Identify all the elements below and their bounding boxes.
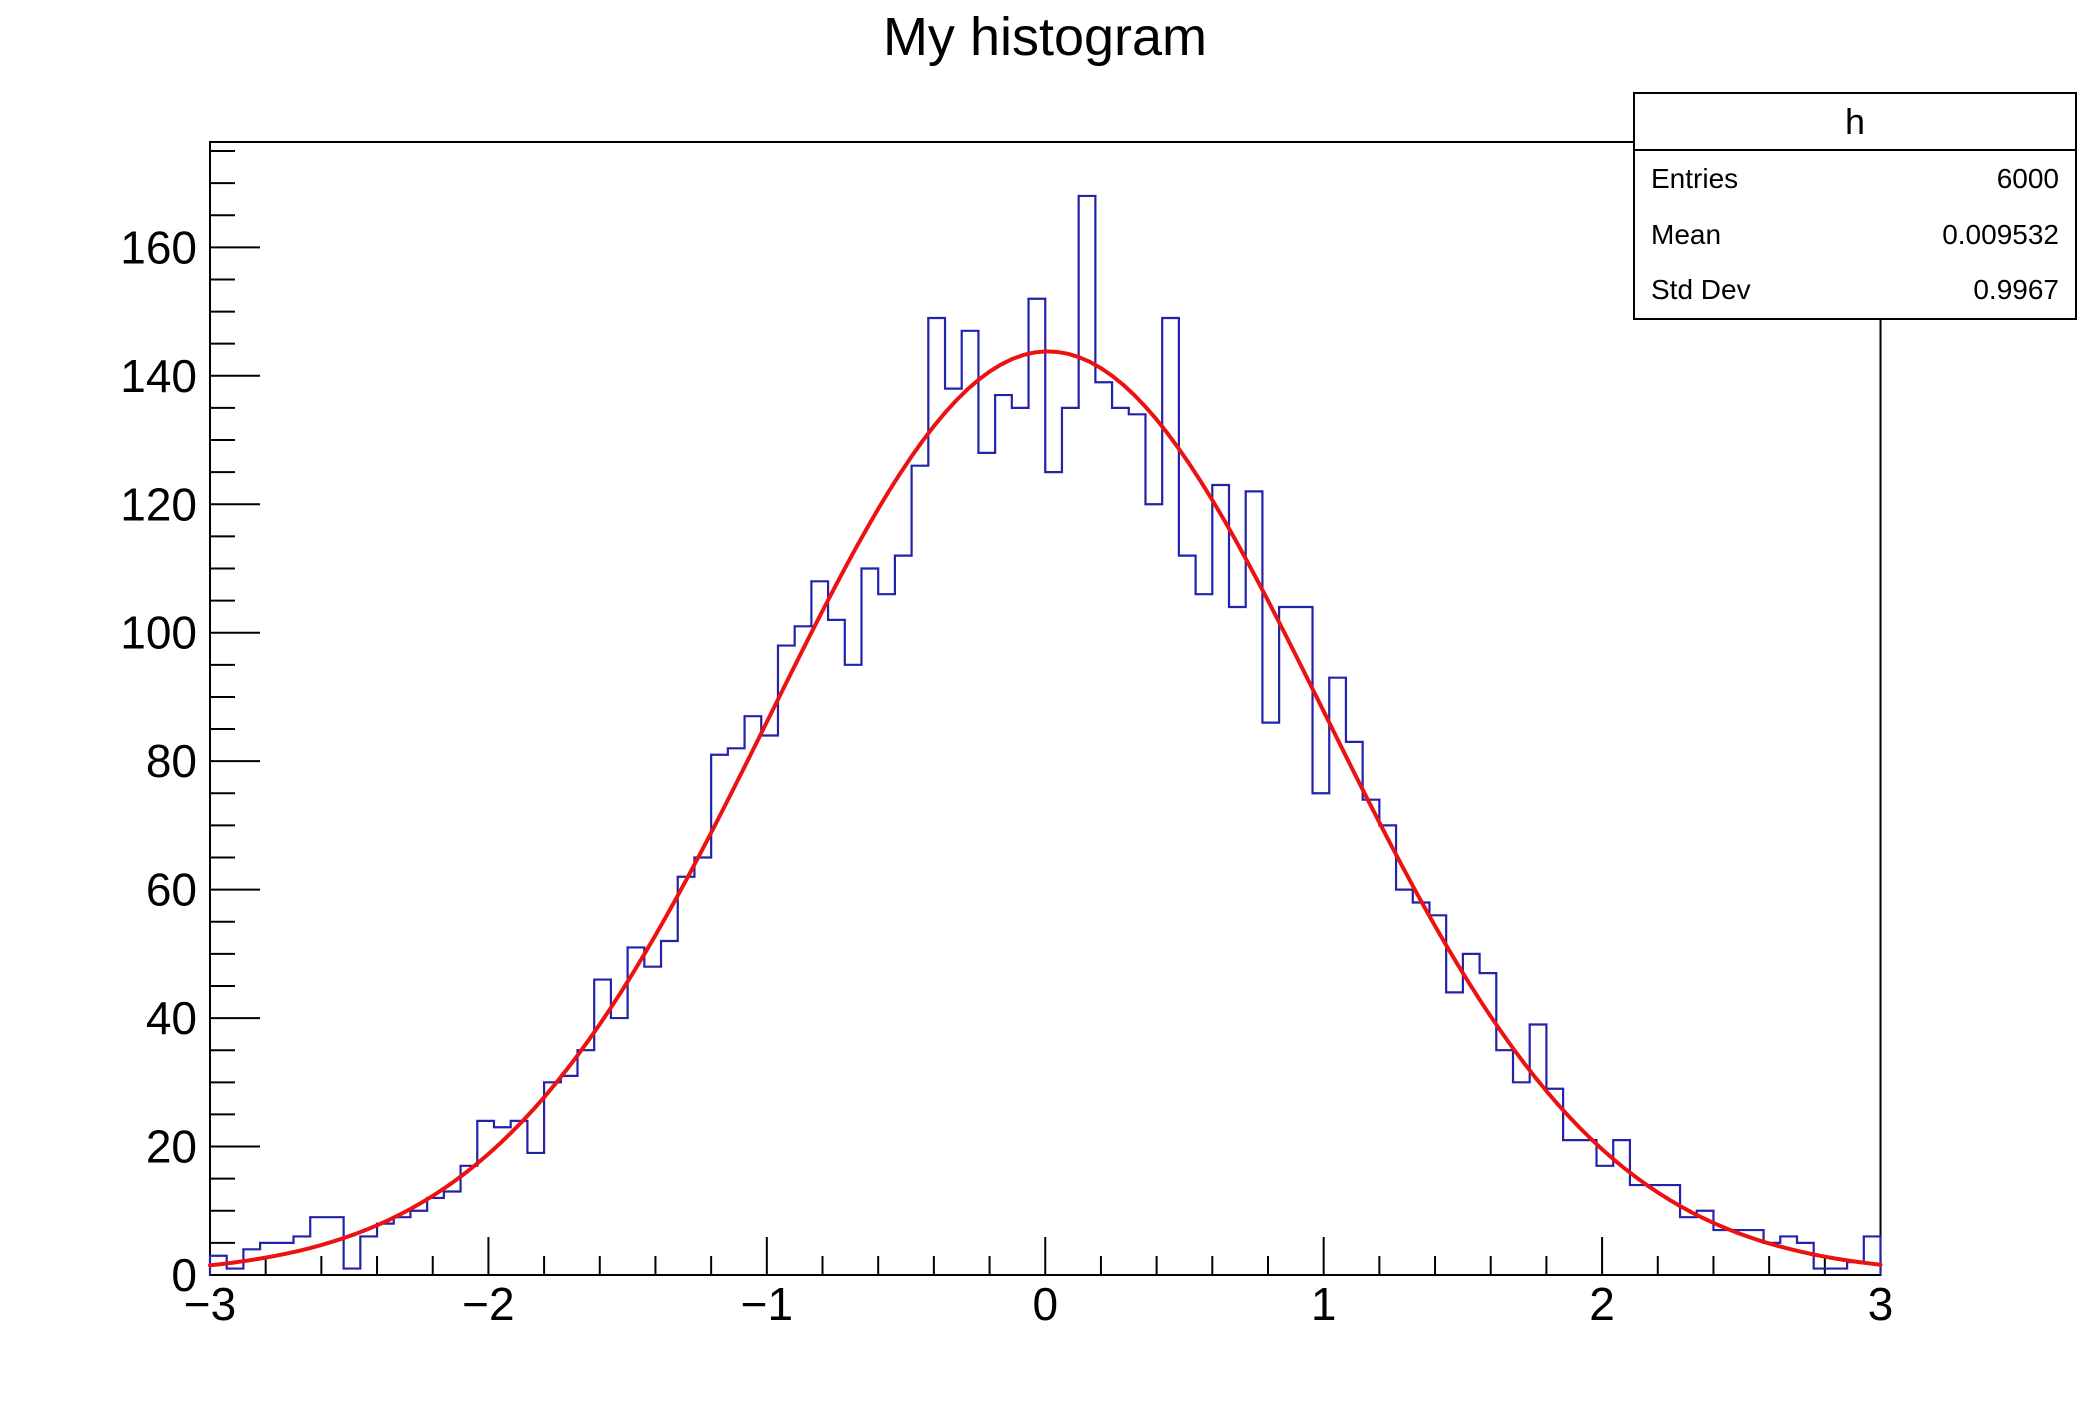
stats-row-label: Entries [1651,162,1739,194]
x-tick-label: 1 [1311,1278,1337,1330]
stats-row-value: 0.9967 [1973,274,2059,306]
x-tick-label: −2 [462,1278,514,1330]
stats-row-label: Std Dev [1651,274,1751,306]
stats-rows: Entries 6000 Mean 0.009532 Std Dev 0.996… [1635,151,2075,318]
stats-row-value: 0.009532 [1942,218,2059,250]
stats-title: h [1635,94,2075,151]
histogram-line [208,194,1882,1275]
y-tick-label: 100 [120,607,197,659]
y-tick-label: 60 [146,864,197,916]
y-tick-label: 80 [146,735,197,787]
x-tick-label: 2 [1589,1278,1615,1330]
y-tick-label: 120 [120,478,197,530]
stats-row-label: Mean [1651,218,1722,250]
fit-curve [207,349,1883,1268]
stats-row-entries: Entries 6000 [1635,151,2075,207]
stats-row-stddev: Std Dev 0.9967 [1635,262,2075,318]
x-tick-label: 0 [1032,1278,1058,1330]
x-tick-label: −1 [741,1278,793,1330]
x-tick-label: 3 [1868,1278,1894,1330]
chart-title: My histogram [882,7,1208,67]
y-tick-label: 20 [146,1121,197,1173]
y-tick-label: 160 [120,221,197,273]
y-tick-label: 40 [146,992,197,1044]
x-tick-label: −3 [184,1278,236,1330]
stats-row-value: 6000 [1996,162,2059,194]
stats-row-mean: Mean 0.009532 [1635,207,2075,263]
y-tick-label: 140 [120,350,197,402]
stats-box[interactable]: h Entries 6000 Mean 0.009532 Std Dev 0.9… [1633,92,2077,320]
y-tick-label: 0 [171,1249,197,1301]
